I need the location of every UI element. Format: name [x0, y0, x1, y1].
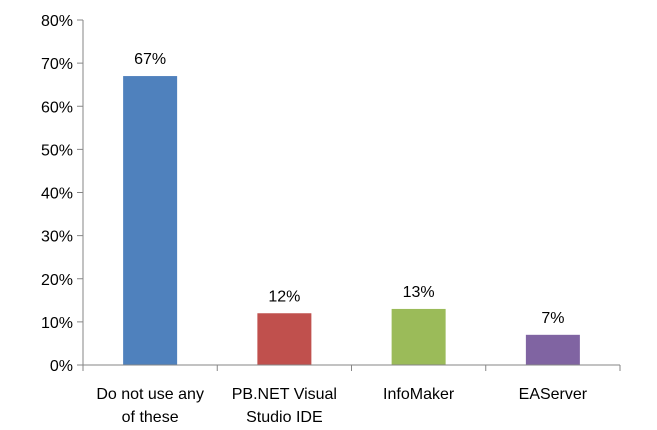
x-tick-label-line: of these [122, 409, 179, 426]
y-tick-label: 20% [41, 272, 73, 289]
y-axis: 0% 10% 20% 30% 40% 50% 60% 70% 80% [41, 13, 84, 375]
x-tick-label-line: InfoMaker [383, 386, 455, 403]
bar [123, 76, 178, 365]
x-tick-label-line: EAServer [519, 386, 588, 403]
data-label: 13% [403, 284, 435, 301]
x-tick-label: Do not use any of these [96, 386, 204, 426]
bar [525, 334, 580, 365]
data-label: 12% [268, 288, 300, 305]
x-axis: Do not use any of these PB.NET Visual Studi… [82, 364, 621, 426]
bar [257, 313, 312, 365]
data-label: 7% [541, 310, 564, 327]
x-tick-label: InfoMaker [383, 386, 455, 403]
bar [391, 308, 446, 365]
x-tick-label-line: PB.NET Visual [232, 386, 337, 403]
y-tick-label: 10% [41, 315, 73, 332]
bars-group [123, 76, 580, 365]
y-tick-label: 80% [41, 13, 73, 30]
x-tick-label-line: Do not use any [96, 386, 204, 403]
data-labels-group: 67% 12% 13% 7% [134, 51, 564, 327]
y-tick-label: 70% [41, 56, 73, 73]
x-tick-label: EAServer [519, 386, 588, 403]
y-tick-label: 60% [41, 99, 73, 116]
x-tick-label: PB.NET Visual Studio IDE [232, 386, 337, 426]
data-label: 67% [134, 51, 166, 68]
y-tick-label: 50% [41, 142, 73, 159]
y-tick-label: 40% [41, 186, 73, 203]
x-tick-label-line: Studio IDE [246, 409, 322, 426]
y-tick-label: 30% [41, 229, 73, 246]
y-tick-label: 0% [50, 358, 73, 375]
